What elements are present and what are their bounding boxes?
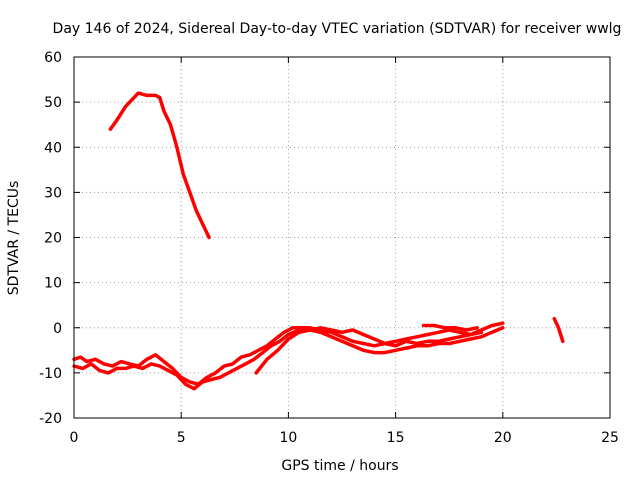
y-tick-label: 20 bbox=[44, 231, 62, 247]
y-tick-label: 0 bbox=[53, 321, 62, 337]
x-axis-label: GPS time / hours bbox=[281, 458, 398, 474]
x-tick-label: 10 bbox=[279, 430, 297, 446]
x-tick-label: 0 bbox=[70, 430, 79, 446]
series-line-early-track bbox=[108, 91, 211, 240]
series-line-main-track-c bbox=[254, 326, 484, 375]
x-tick-label: 15 bbox=[387, 430, 405, 446]
grid bbox=[74, 57, 610, 418]
chart-title: Day 146 of 2024, Sidereal Day-to-day VTE… bbox=[53, 21, 622, 37]
y-tick-label: -10 bbox=[39, 366, 62, 382]
x-tick-label: 25 bbox=[601, 430, 619, 446]
y-axis-ticks: -20 -10 0 10 20 30 40 50 60 bbox=[39, 50, 610, 427]
series-group bbox=[72, 91, 565, 391]
y-tick-label: 30 bbox=[44, 185, 62, 201]
y-tick-label: 40 bbox=[44, 140, 62, 156]
y-axis-label: SDTVAR / TECUs bbox=[6, 181, 22, 296]
x-tick-label: 20 bbox=[494, 430, 512, 446]
x-tick-label: 5 bbox=[177, 430, 186, 446]
series-line-short-upper-segment bbox=[421, 323, 479, 332]
plot-frame bbox=[73, 56, 611, 419]
y-tick-label: 10 bbox=[44, 276, 62, 292]
y-tick-label: 60 bbox=[44, 50, 62, 66]
y-tick-label: 50 bbox=[44, 95, 62, 111]
y-tick-label: -20 bbox=[39, 411, 62, 427]
x-axis-ticks: 0 5 10 15 20 25 bbox=[70, 57, 619, 446]
series-line-late-track bbox=[552, 316, 565, 344]
series-line-main-track-b bbox=[72, 326, 505, 391]
